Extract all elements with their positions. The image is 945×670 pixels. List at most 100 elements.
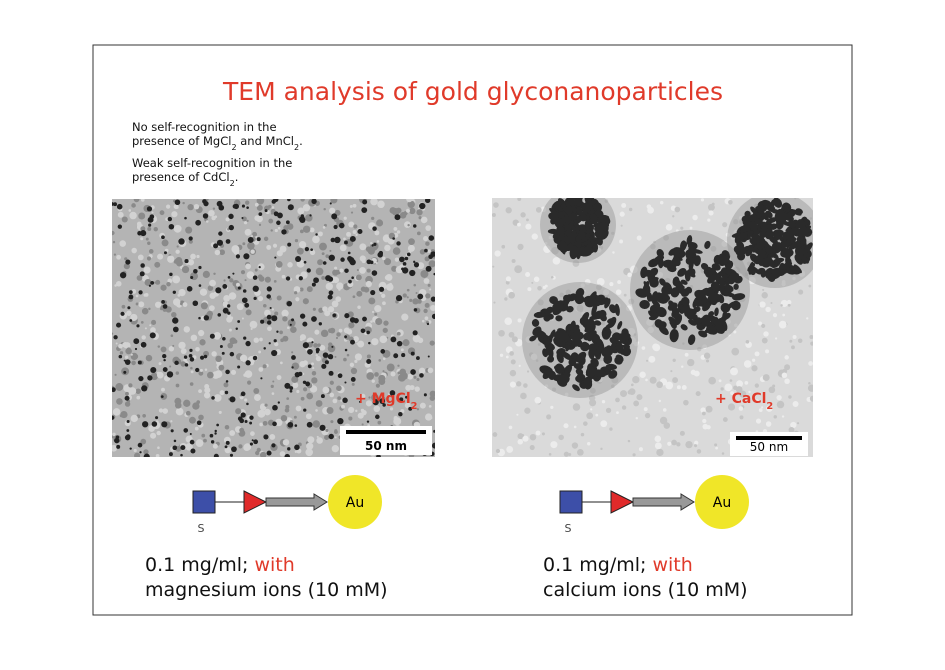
texture — [418, 216, 422, 220]
particle — [264, 209, 268, 213]
texture — [185, 410, 191, 416]
texture — [365, 400, 373, 407]
aggregate-particle — [788, 240, 801, 250]
particle — [210, 440, 215, 444]
texture — [382, 370, 385, 373]
texture — [391, 208, 400, 216]
particle — [305, 381, 311, 387]
texture — [346, 353, 350, 357]
texture — [270, 384, 274, 389]
texture — [247, 241, 255, 250]
texture — [658, 399, 661, 403]
aggregate-particle — [561, 351, 573, 361]
texture — [189, 382, 194, 386]
texture — [516, 413, 519, 416]
texture — [423, 278, 430, 284]
texture — [114, 284, 117, 287]
texture — [208, 209, 215, 217]
texture — [165, 306, 172, 313]
texture — [406, 296, 409, 299]
texture — [739, 415, 744, 420]
particle — [431, 442, 435, 449]
texture — [198, 389, 202, 394]
particle — [426, 322, 430, 326]
texture — [667, 441, 672, 446]
aggregate-particle — [584, 296, 597, 308]
particle — [287, 421, 294, 428]
particle — [294, 444, 300, 451]
texture — [144, 278, 152, 286]
texture — [282, 316, 288, 322]
texture — [158, 408, 164, 413]
texture — [182, 201, 185, 205]
texture — [772, 384, 776, 388]
texture — [646, 359, 649, 362]
texture — [204, 387, 211, 394]
particle — [396, 241, 401, 246]
particle — [266, 286, 272, 292]
texture — [270, 229, 273, 232]
texture — [738, 406, 744, 411]
texture — [751, 365, 758, 372]
texture — [209, 305, 215, 311]
sugar-triangle — [243, 490, 268, 514]
particle — [203, 354, 208, 359]
texture — [755, 399, 759, 404]
texture — [116, 398, 123, 405]
texture — [222, 301, 229, 308]
caption-line: 0.1 mg/ml; with — [145, 554, 295, 576]
texture — [520, 392, 527, 400]
texture — [770, 302, 773, 305]
particle — [416, 356, 420, 360]
texture — [517, 439, 524, 445]
particle — [328, 290, 334, 296]
texture — [665, 223, 673, 231]
texture — [406, 199, 413, 203]
texture — [389, 282, 393, 286]
texture — [583, 421, 588, 426]
particle — [213, 453, 219, 457]
aggregate-particle — [558, 329, 566, 342]
texture — [715, 446, 718, 450]
texture — [694, 440, 699, 446]
texture — [781, 415, 785, 418]
aggregate-particle — [609, 337, 618, 345]
texture — [197, 444, 200, 447]
particle — [112, 415, 115, 420]
texture — [259, 451, 267, 457]
particle — [337, 417, 344, 425]
texture — [493, 202, 499, 208]
texture — [135, 294, 139, 298]
texture — [654, 435, 662, 443]
texture — [244, 398, 248, 402]
texture — [788, 395, 792, 399]
particle — [357, 228, 363, 235]
texture — [329, 249, 332, 252]
scale-label: 50 nm — [365, 439, 407, 453]
aggregate-particle — [684, 270, 691, 282]
texture — [784, 364, 791, 371]
particle — [419, 373, 424, 378]
scale-label: 50 nm — [750, 440, 788, 454]
particle — [161, 300, 166, 304]
texture — [302, 225, 311, 233]
aggregate-particle — [748, 261, 754, 275]
particle — [315, 233, 318, 236]
particle — [273, 211, 279, 217]
texture — [662, 408, 667, 412]
particle — [294, 424, 298, 427]
micrograph — [112, 199, 435, 457]
particle — [289, 389, 293, 393]
particle — [424, 199, 431, 204]
texture — [792, 401, 799, 408]
texture — [337, 396, 342, 400]
texture — [125, 391, 129, 396]
texture — [676, 442, 681, 447]
particle — [241, 204, 245, 208]
texture — [758, 321, 762, 326]
particle — [245, 340, 251, 347]
particle — [218, 231, 223, 236]
texture — [323, 223, 327, 227]
texture — [213, 332, 222, 340]
aggregate-particle — [569, 320, 576, 333]
